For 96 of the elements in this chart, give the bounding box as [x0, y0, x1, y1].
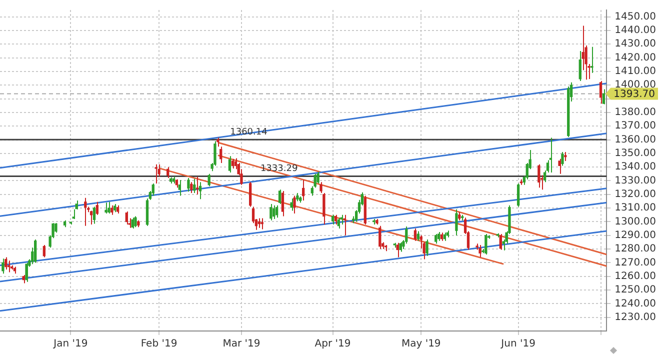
- candlestick: [228, 156, 232, 174]
- y-tick-label: 1280.00: [614, 244, 656, 255]
- candlestick: [322, 192, 326, 225]
- candlestick: [270, 203, 272, 221]
- candlestick: [260, 218, 264, 230]
- x-tick-label: Jan '19: [52, 338, 88, 350]
- y-tick-label: 1430.00: [614, 38, 656, 50]
- candlestick: [272, 204, 276, 220]
- candlestick: [134, 216, 137, 228]
- y-tick-label: 1410.00: [614, 66, 656, 78]
- candlestick: [125, 210, 128, 225]
- y-tick-label: 1360.00: [614, 134, 656, 146]
- x-tick-label: Feb '19: [140, 338, 178, 350]
- candlestick: [455, 208, 458, 236]
- candlestick: [478, 244, 482, 258]
- candlestick: [337, 217, 340, 230]
- candlestick: [590, 46, 594, 74]
- y-tick-label: 1250.00: [614, 284, 656, 296]
- y-tick-label: 1450.00: [614, 11, 656, 22]
- candlestick: [414, 228, 417, 242]
- x-tick-label: Jun '19: [500, 338, 536, 350]
- y-tick-label: 1320.00: [614, 189, 656, 200]
- candlestick: [208, 173, 210, 187]
- candlestick: [54, 222, 58, 234]
- candlestick: [602, 88, 606, 105]
- candlestick: [582, 25, 584, 71]
- candlestick: [2, 258, 4, 274]
- y-tick-label: 1420.00: [614, 52, 656, 64]
- candlestick: [275, 204, 278, 218]
- candlestick: [190, 182, 193, 194]
- candlestick: [231, 158, 234, 169]
- candlestick: [8, 260, 10, 273]
- candlestick: [484, 234, 488, 256]
- candlestick: [578, 50, 582, 82]
- candlestick: [108, 201, 110, 214]
- candlestick: [104, 202, 108, 214]
- x-tick-label: Apr '19: [314, 338, 351, 350]
- candlestick: [302, 180, 305, 202]
- candlestick: [290, 198, 293, 212]
- y-tick-label: 1310.00: [614, 202, 656, 214]
- candlestick: [220, 146, 222, 164]
- ref-line-label: 1393.70: [614, 88, 656, 100]
- y-tick-label: 1370.00: [614, 120, 656, 132]
- candlestick: [131, 217, 134, 230]
- candlestick: [538, 164, 540, 188]
- candlestick: [42, 244, 46, 258]
- y-tick-label: 1240.00: [614, 298, 656, 310]
- candlestick: [558, 158, 561, 174]
- x-tick-label: May '19: [401, 338, 441, 350]
- candlestick: [25, 262, 28, 282]
- candlestick: [331, 214, 334, 225]
- candlestick: [426, 238, 428, 256]
- y-tick-label: 1230.00: [614, 312, 656, 323]
- candlestick: [154, 164, 158, 184]
- candlestick: [549, 137, 552, 174]
- y-tick-label: 1270.00: [614, 257, 656, 268]
- candlestick: [248, 182, 252, 208]
- candlestick: [96, 201, 99, 216]
- y-tick-label: 1380.00: [614, 107, 656, 118]
- candlestick: [561, 152, 564, 166]
- y-tick-label: 1260.00: [614, 270, 656, 282]
- y-tick-label: 1440.00: [614, 25, 656, 36]
- candlestick: [4, 256, 8, 270]
- candlestick: [516, 182, 520, 208]
- candlestick: [343, 214, 346, 236]
- candlestick: [340, 214, 343, 225]
- candlestick: [334, 214, 338, 225]
- candlestick: [92, 206, 96, 224]
- candlestick: [34, 238, 37, 264]
- candlestick: [196, 176, 199, 195]
- y-tick-label: 1350.00: [614, 148, 656, 160]
- candlestick: [90, 210, 93, 225]
- candlestick: [193, 178, 196, 194]
- y-tick-label: 1290.00: [614, 230, 656, 241]
- x-tick-label: Mar '19: [222, 338, 260, 350]
- candlestick: [278, 189, 282, 204]
- candlestick: [378, 225, 382, 250]
- candlestick: [293, 195, 296, 214]
- candlestick: [72, 208, 75, 220]
- candlestick: [166, 166, 170, 179]
- candlestick: [416, 230, 420, 242]
- candlestick: [198, 182, 202, 200]
- candlestick: [316, 171, 320, 184]
- candlestick: [399, 242, 402, 252]
- candlestick: [187, 178, 190, 192]
- candlestick: [281, 190, 284, 217]
- candlestick: [84, 197, 87, 226]
- y-tick-label: 1330.00: [614, 175, 656, 186]
- candlestick: [320, 182, 322, 194]
- candlestick: [152, 182, 154, 196]
- candlestick: [434, 234, 438, 244]
- candlestick: [599, 80, 602, 104]
- y-tick-label: 1300.00: [614, 216, 656, 228]
- y-tick-label: 1340.00: [614, 162, 656, 173]
- y-tick-label: 1400.00: [614, 80, 656, 91]
- candlestick: [110, 204, 114, 216]
